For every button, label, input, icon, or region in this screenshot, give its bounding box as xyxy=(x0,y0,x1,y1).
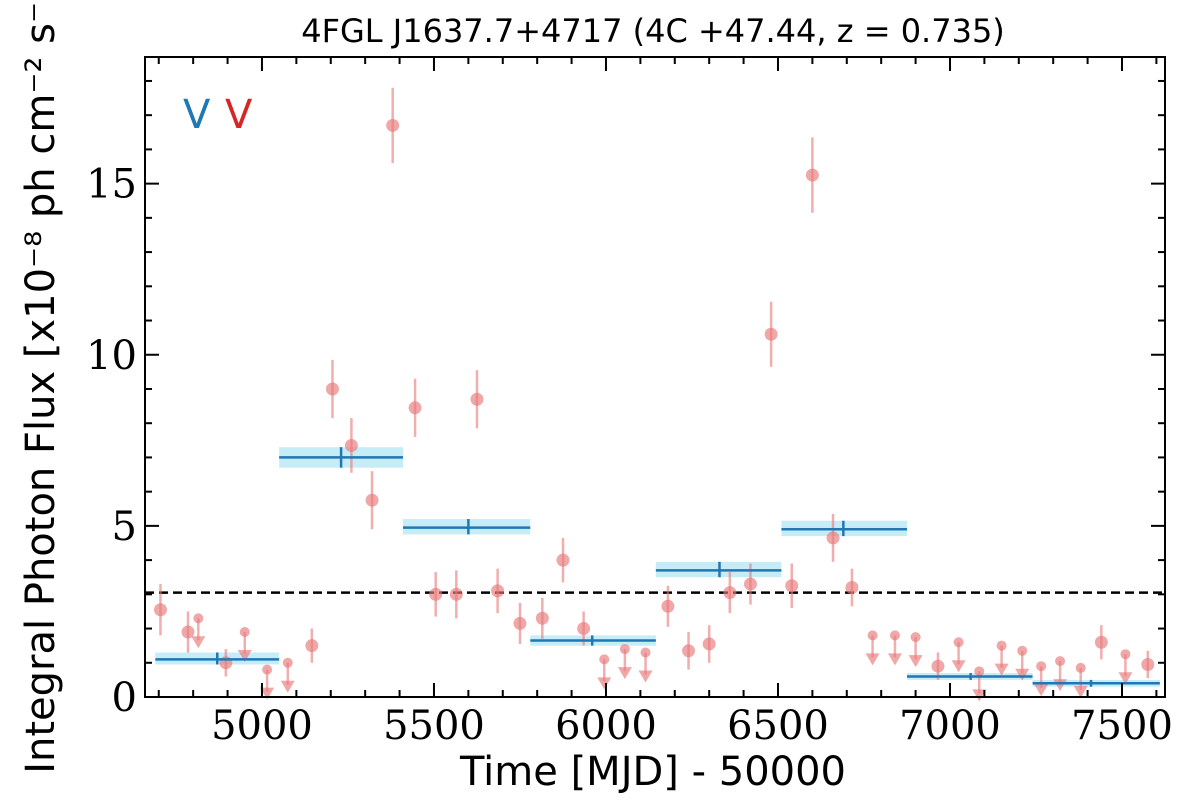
detection-point-9 xyxy=(408,401,422,415)
upper-limit-arrow-2 xyxy=(237,649,252,662)
detection-point-6 xyxy=(344,438,358,452)
detection-point-13 xyxy=(491,584,505,598)
detection-point-4 xyxy=(305,639,319,653)
x-tick-label-7000: 7000 xyxy=(899,703,1001,749)
upper-limit-arrow-12 xyxy=(972,689,987,702)
y-axis-label: Integral Photon Flux [x10⁻⁸ ph cm⁻² s⁻¹] xyxy=(18,0,64,774)
detection-point-17 xyxy=(577,622,591,636)
detection-point-25 xyxy=(785,579,799,593)
binned-bands-layer xyxy=(155,447,1160,687)
detection-point-16 xyxy=(556,553,570,567)
x-tick-label-6000: 6000 xyxy=(555,703,657,749)
x-tick-label-5000: 5000 xyxy=(211,703,313,749)
y-tick-label-5: 5 xyxy=(112,504,137,550)
detection-point-27 xyxy=(845,580,859,594)
detection-point-14 xyxy=(513,616,527,630)
detection-point-30 xyxy=(1141,657,1155,671)
detection-point-1 xyxy=(153,603,167,617)
detection-point-29 xyxy=(1094,635,1108,649)
detection-point-2 xyxy=(181,625,195,639)
detection-point-15 xyxy=(535,611,549,625)
x-tick-label-7500: 7500 xyxy=(1071,703,1173,749)
detection-point-22 xyxy=(743,577,757,591)
upper-limit-arrow-3 xyxy=(260,687,275,700)
detection-point-5 xyxy=(325,382,339,396)
upper-limit-arrow-4 xyxy=(280,680,295,693)
upper-limit-arrow-18 xyxy=(1118,672,1133,685)
legend-entry-2: V xyxy=(225,92,253,138)
upper-limit-arrow-15 xyxy=(1034,684,1049,697)
upper-limit-arrow-11 xyxy=(951,660,966,673)
detection-point-20 xyxy=(702,637,716,651)
upper-limit-arrow-8 xyxy=(865,653,880,666)
upper-limit-arrow-17 xyxy=(1073,685,1088,698)
detection-point-11 xyxy=(449,587,463,601)
detection-point-10 xyxy=(429,587,443,601)
detection-point-21 xyxy=(723,586,737,600)
upper-limit-arrow-1 xyxy=(191,636,206,649)
y-tick-label-10: 10 xyxy=(86,333,137,379)
x-axis-label: Time [MJD] - 50000 xyxy=(459,749,846,795)
upper-limit-arrow-5 xyxy=(597,677,612,690)
detection-point-7 xyxy=(365,493,379,507)
y-tick-label-15: 15 xyxy=(86,162,137,208)
detection-point-23 xyxy=(764,327,778,341)
x-tick-label-5500: 5500 xyxy=(383,703,485,749)
detection-point-26 xyxy=(826,531,840,545)
plot-frame xyxy=(144,56,1166,698)
chart-title: 4FGL J1637.7+4717 (4C +47.44, z = 0.735) xyxy=(301,12,1005,50)
upper-limit-arrow-14 xyxy=(1015,668,1030,681)
x-tick-label-6500: 6500 xyxy=(727,703,829,749)
upper-limit-arrow-9 xyxy=(887,653,902,666)
legend-entry-1: V xyxy=(183,92,211,138)
upper-limit-arrow-7 xyxy=(638,670,653,683)
detection-point-12 xyxy=(470,392,484,406)
detection-point-19 xyxy=(682,644,696,658)
detection-point-28 xyxy=(931,659,945,673)
upper-limit-arrow-6 xyxy=(617,667,632,680)
axes-layer: 5000 5500 6000 6500 7000 7500 0 5 10 15 xyxy=(86,56,1173,749)
detection-point-18 xyxy=(661,599,675,613)
detection-point-24 xyxy=(805,168,819,182)
upper-limit-arrow-13 xyxy=(994,663,1009,676)
detection-point-8 xyxy=(386,118,400,132)
binned-lines-layer xyxy=(155,447,1160,687)
y-tick-label-0: 0 xyxy=(112,675,137,721)
data-points-layer xyxy=(153,87,1155,702)
upper-limit-arrow-10 xyxy=(908,655,923,668)
